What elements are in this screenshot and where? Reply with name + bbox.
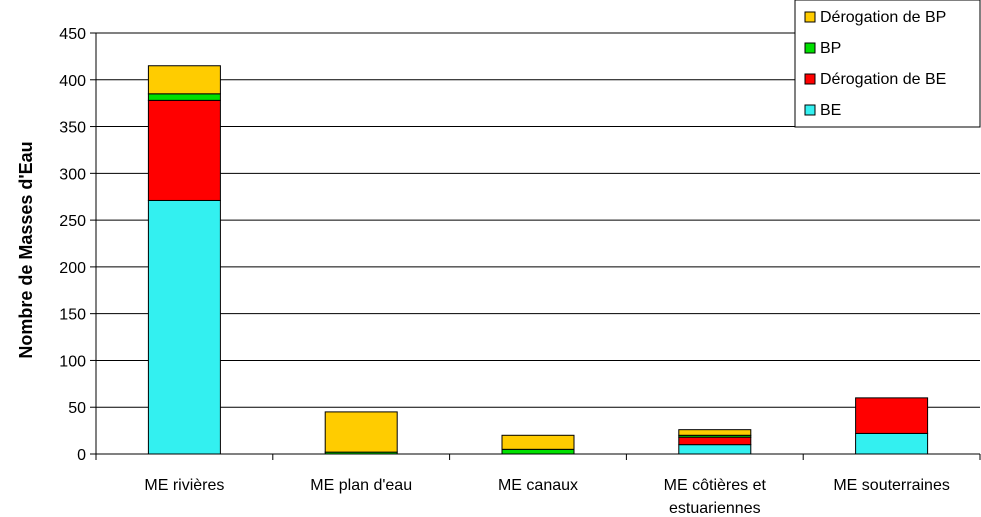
legend-swatch: [804, 73, 816, 85]
bar-segment: [855, 397, 929, 434]
y-tick-label: 50: [68, 400, 86, 417]
y-tick-label: 0: [77, 447, 86, 464]
x-category-label: ME souterraines: [833, 477, 950, 494]
y-tick-label: 250: [59, 213, 86, 230]
y-tick-label: 300: [59, 166, 86, 183]
legend-swatch: [804, 42, 816, 54]
legend-label: Dérogation de BP: [820, 9, 946, 26]
legend-swatch: [804, 104, 816, 116]
y-tick-label: 100: [59, 353, 86, 370]
legend-box: [794, 0, 981, 128]
legend-label: Dérogation de BE: [820, 71, 946, 88]
x-category-label: ME plan d'eau: [310, 477, 412, 494]
x-category-label: ME canaux: [498, 477, 578, 494]
y-tick-labels: 0 50 100 150 200 250 300 350 400 450: [59, 26, 86, 464]
y-tick-label: 350: [59, 120, 86, 137]
bar-segment: [147, 93, 221, 101]
gridlines: [96, 32, 980, 408]
x-category-label: estuariennes: [669, 500, 761, 517]
legend-label: BP: [820, 40, 841, 57]
bar-segment: [678, 429, 752, 436]
bar-segment: [147, 199, 221, 455]
bar-segment: [147, 99, 221, 201]
bar-segment: [678, 444, 752, 455]
legend-label: BE: [820, 102, 841, 119]
y-tick-label: 200: [59, 260, 86, 277]
y-axis-label: Nombre de Masses d'Eau: [16, 141, 36, 358]
bar-segment: [324, 411, 398, 453]
bar-segment: [147, 65, 221, 95]
x-category-label: ME côtières et: [664, 477, 767, 494]
bar-segment: [678, 436, 752, 446]
legend-swatch: [804, 11, 816, 23]
axes: [90, 32, 981, 460]
y-tick-label: 450: [59, 26, 86, 43]
bar-segment: [501, 448, 575, 455]
y-tick-label: 150: [59, 307, 86, 324]
x-category-labels: ME rivières ME plan d'eau ME canaux ME côti…: [144, 477, 949, 517]
x-category-label: ME rivières: [144, 477, 224, 494]
bar-segment: [501, 434, 575, 450]
bars: [147, 65, 929, 455]
legend: Dérogation de BP BP Dérogation de BE BE: [794, 0, 981, 128]
bar-segment: [855, 432, 929, 455]
y-tick-label: 400: [59, 73, 86, 90]
